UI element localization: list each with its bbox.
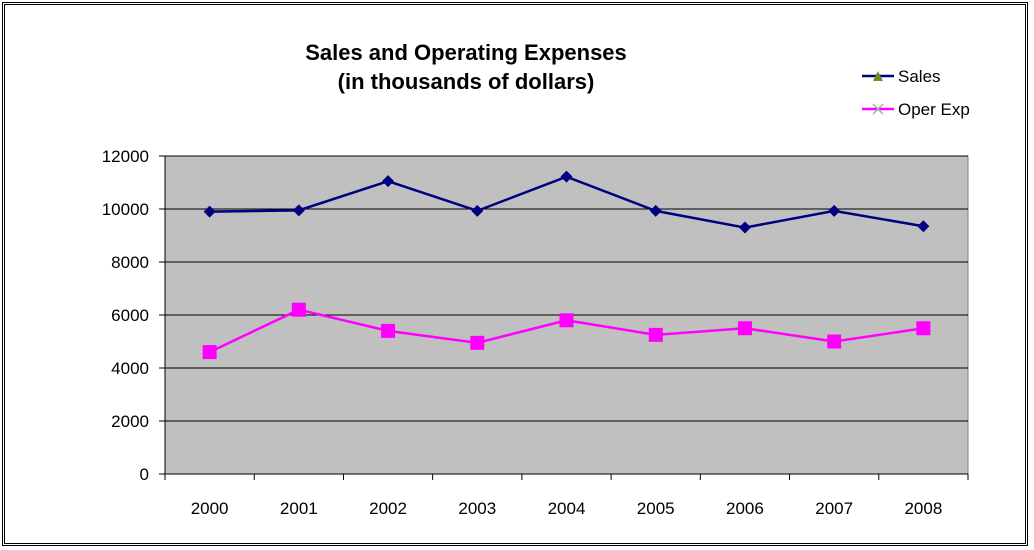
- data-point-square: [559, 313, 574, 328]
- y-tick-label: 12000: [102, 147, 149, 166]
- x-tick-label: 2004: [548, 499, 586, 518]
- data-point-square: [737, 321, 752, 336]
- data-point-diamond: [560, 170, 573, 183]
- data-point-diamond: [738, 221, 751, 234]
- data-point-diamond: [917, 220, 930, 233]
- x-tick-label: 2006: [726, 499, 764, 518]
- y-tick-label: 4000: [111, 359, 149, 378]
- data-point-square: [291, 302, 306, 317]
- y-tick-label: 6000: [111, 306, 149, 325]
- data-point-diamond: [382, 175, 395, 188]
- data-point-diamond: [292, 204, 305, 217]
- chart-subtitle: (in thousands of dollars): [338, 69, 595, 94]
- data-point-square: [827, 334, 842, 349]
- y-tick-label: 2000: [111, 412, 149, 431]
- chart-svg: Sales and Operating Expenses (in thousan…: [102, 40, 970, 518]
- data-point-diamond: [471, 204, 484, 217]
- x-tick-label: 2001: [280, 499, 318, 518]
- chart-title: Sales and Operating Expenses: [305, 40, 627, 65]
- data-point-diamond: [649, 204, 662, 217]
- x-tick-label: 2007: [815, 499, 853, 518]
- x-tick-label: 2005: [637, 499, 675, 518]
- x-tick-label: 2002: [369, 499, 407, 518]
- legend-label-1: Oper Exp: [898, 100, 970, 119]
- data-point-square: [916, 321, 931, 336]
- data-point-square: [470, 335, 485, 350]
- data-point-square: [381, 323, 396, 338]
- x-tick-label: 2008: [904, 499, 942, 518]
- legend-marker-x: [872, 103, 884, 115]
- x-tick-label: 2003: [458, 499, 496, 518]
- y-tick-label: 8000: [111, 253, 149, 272]
- x-tick-label: 2000: [191, 499, 229, 518]
- legend: Sales Oper Exp: [862, 67, 970, 119]
- plot-area: 0 2000 4000 6000 8000 10000 12000 2000 2001 2002 2…: [102, 147, 969, 518]
- legend-label-0: Sales: [898, 67, 941, 86]
- data-point-diamond: [828, 204, 841, 217]
- data-point-square: [648, 327, 663, 342]
- legend-marker-triangle: [873, 71, 883, 81]
- data-point-diamond: [203, 205, 216, 218]
- y-tick-label: 0: [140, 465, 149, 484]
- y-tick-label: 10000: [102, 200, 149, 219]
- data-point-square: [202, 345, 217, 360]
